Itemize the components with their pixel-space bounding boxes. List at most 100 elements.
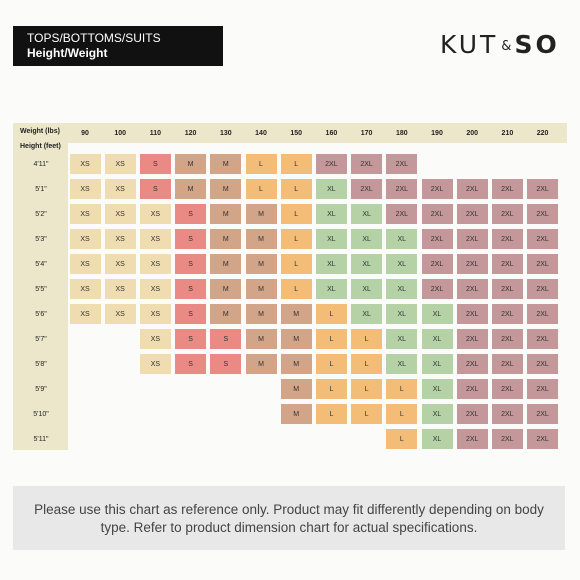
size-cell: XS [104, 279, 136, 299]
size-cell: L [280, 179, 312, 199]
weight-col-label: 150 [290, 129, 303, 137]
size-cell: XS [139, 279, 171, 299]
size-cell: L [315, 304, 347, 324]
size-cell: 2XL [456, 329, 488, 349]
size-cell: L [386, 429, 418, 449]
size-cell: 2XL [527, 179, 559, 199]
size-cell: 2XL [386, 179, 418, 199]
size-cell: XL [421, 354, 453, 374]
size-cell: 2XL [456, 404, 488, 424]
size-cell: 2XL [456, 379, 488, 399]
size-cell: 2XL [421, 279, 453, 299]
height-row-label: 5'5" [35, 285, 47, 293]
size-cell: 2XL [527, 354, 559, 374]
size-cell: M [245, 229, 277, 249]
size-cell: 2XL [421, 254, 453, 274]
weight-col-label: 100 [114, 129, 127, 137]
weight-col-label: 170 [360, 129, 373, 137]
size-cell: L [245, 154, 277, 174]
size-cell: L [280, 154, 312, 174]
size-cell: 2XL [421, 179, 453, 199]
height-row-label: 5'3" [35, 235, 47, 243]
height-row-label: 5'4" [35, 260, 47, 268]
size-cell: 2XL [527, 229, 559, 249]
size-cell: L [315, 354, 347, 374]
size-cell: 2XL [421, 204, 453, 224]
size-cell: 2XL [456, 229, 488, 249]
size-cell: L [245, 179, 277, 199]
size-cell: XL [421, 429, 453, 449]
disclaimer-note: Please use this chart as reference only.… [13, 486, 565, 550]
size-cell: XS [139, 304, 171, 324]
size-cell: 2XL [351, 179, 383, 199]
size-cell: 2XL [386, 204, 418, 224]
weight-col-label: 200 [466, 129, 479, 137]
size-cell: 2XL [527, 379, 559, 399]
size-cell: XS [139, 354, 171, 374]
size-cell: M [210, 154, 242, 174]
height-row-label: 5'6" [35, 310, 47, 318]
size-cell: M [210, 204, 242, 224]
size-cell: XS [69, 304, 101, 324]
size-cell: 2XL [491, 354, 523, 374]
size-cell: XS [69, 179, 101, 199]
height-row-label: 5'11" [33, 435, 49, 443]
size-cell: L [315, 404, 347, 424]
size-cell: S [175, 254, 207, 274]
size-cell: 2XL [456, 254, 488, 274]
weight-col-label: 140 [255, 129, 267, 137]
height-row-label: 5'10" [33, 410, 49, 418]
size-cell: 2XL [456, 429, 488, 449]
size-cell: L [280, 254, 312, 274]
size-cell: XS [69, 279, 101, 299]
weight-col-label: 180 [395, 129, 408, 137]
size-cell: XL [421, 404, 453, 424]
size-cell: S [175, 354, 207, 374]
size-cell: M [210, 304, 242, 324]
size-cell: XL [386, 254, 418, 274]
size-cell: XL [386, 229, 418, 249]
size-cell: XL [386, 279, 418, 299]
size-cell: 2XL [456, 204, 488, 224]
weight-header-band [13, 123, 567, 143]
height-row-label: 5'2" [35, 210, 47, 218]
size-cell: 2XL [527, 329, 559, 349]
size-cell: M [245, 304, 277, 324]
size-cell: XS [104, 304, 136, 324]
brand-logo: KUT & SO [440, 30, 560, 59]
size-cell: 2XL [491, 279, 523, 299]
weight-col-label: 90 [81, 129, 89, 137]
chart-title-box: TOPS/BOTTOMS/SUITS Height/Weight [13, 26, 223, 66]
size-cell: 2XL [491, 229, 523, 249]
size-cell: 2XL [491, 429, 523, 449]
size-cell: 2XL [491, 329, 523, 349]
size-cell: XL [421, 304, 453, 324]
size-cell: XS [69, 254, 101, 274]
size-cell: 2XL [527, 304, 559, 324]
size-cell: S [175, 329, 207, 349]
size-cell: S [139, 179, 171, 199]
size-cell: L [386, 404, 418, 424]
size-cell: XL [315, 254, 347, 274]
height-header-band [13, 143, 68, 450]
size-cell: S [210, 354, 242, 374]
size-cell: XS [69, 204, 101, 224]
weight-col-label: 220 [536, 129, 549, 137]
size-cell: L [280, 279, 312, 299]
size-cell: XL [315, 179, 347, 199]
size-cell: L [351, 329, 383, 349]
size-cell: XS [139, 229, 171, 249]
size-cell: M [175, 179, 207, 199]
size-cell: 2XL [491, 204, 523, 224]
size-cell: 2XL [491, 379, 523, 399]
size-cell: L [280, 229, 312, 249]
size-cell: 2XL [351, 154, 383, 174]
size-cell: XS [104, 204, 136, 224]
size-cell: M [280, 304, 312, 324]
size-cell: XL [386, 354, 418, 374]
weight-col-label: 160 [325, 129, 338, 137]
weight-col-label: 110 [149, 129, 162, 137]
size-cell: 2XL [527, 429, 559, 449]
size-cell: M [280, 379, 312, 399]
height-row-label: 5'1" [35, 185, 47, 193]
